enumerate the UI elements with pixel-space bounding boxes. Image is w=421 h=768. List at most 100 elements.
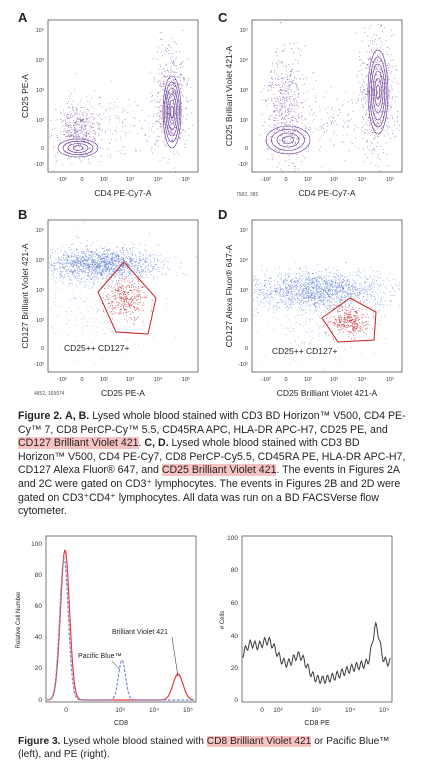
event-dot [371,37,373,39]
event-dot [71,266,73,268]
event-dot [167,69,169,71]
event-dot [94,262,96,264]
event-dot [86,261,87,263]
event-dot [130,260,131,262]
event-dot [113,265,115,266]
event-dot [89,257,90,258]
event-dot [379,277,381,279]
event-dot [296,84,297,86]
event-dot [129,271,130,273]
event-dot [69,111,71,113]
event-dot [111,308,113,309]
event-dot [85,135,87,137]
event-dot [140,298,142,300]
event-dot [131,242,132,244]
event-dot [70,135,71,137]
event-dot [91,255,93,257]
event-dot [317,129,319,131]
event-dot [307,277,309,279]
event-dot [93,273,95,275]
event-dot [72,260,74,262]
event-dot [114,130,116,131]
event-dot [292,99,294,101]
event-dot [353,297,355,299]
event-dot [277,63,278,65]
event-dot [103,262,105,264]
event-dot [76,139,78,140]
event-dot [172,91,174,93]
event-dot [380,79,382,81]
event-dot [187,58,189,60]
event-dot [295,78,297,80]
event-dot [362,62,364,64]
event-dot [124,110,126,111]
event-dot [124,153,126,155]
event-dot [384,83,386,84]
event-dot [136,318,137,320]
event-dot [185,108,187,110]
event-dot [170,87,172,89]
figure-2-plots: A 10⁵ 10⁴ 10³ 10² 0 -10² -10² 0 10² 10³ … [18,10,403,398]
event-dot [158,136,160,137]
panel-c-ylabel: CD25 Brilliant Violet 421-A [224,45,234,146]
event-dot [179,87,181,89]
event-dot [76,235,77,237]
event-dot [315,306,317,308]
event-dot [133,244,135,245]
event-dot [301,122,303,124]
event-dot [87,311,89,312]
event-dot [122,258,124,260]
event-dot [373,148,374,150]
event-dot [359,294,360,296]
event-dot [318,275,320,277]
event-dot [282,82,284,84]
event-dot [111,330,112,332]
event-dot [72,292,74,293]
event-dot [130,302,132,303]
event-dot [174,79,176,81]
event-dot [94,259,96,261]
event-dot [122,257,124,259]
event-dot [114,105,116,107]
event-dot [108,273,110,275]
event-dot [275,107,277,109]
event-dot [307,292,309,294]
event-dot [76,262,78,264]
event-dot [300,287,302,289]
event-dot [76,262,77,263]
ytick: 10² [240,118,248,124]
event-dot [137,283,139,285]
event-dot [105,299,107,300]
event-dot [109,276,110,278]
event-dot [267,148,269,150]
event-dot [71,107,73,109]
event-dot [104,265,106,267]
event-dot [170,125,172,127]
event-dot [367,64,369,66]
event-dot [121,265,123,267]
event-dot [391,97,393,99]
event-dot [109,129,111,131]
event-dot [296,103,298,105]
event-dot [66,125,68,127]
event-dot [84,284,86,285]
event-dot [103,277,105,279]
event-dot [391,87,393,89]
event-dot [375,86,377,88]
event-dot [327,122,328,124]
event-dot [157,113,159,114]
event-dot [138,251,140,253]
event-dot [108,266,110,268]
event-dot [137,247,138,249]
event-dot [152,268,154,270]
event-dot [375,44,377,46]
event-dot [366,293,368,295]
event-dot [307,272,309,274]
event-dot [115,324,117,325]
event-dot [304,125,306,126]
event-dot [285,81,287,83]
event-dot [74,260,76,262]
event-dot [277,309,278,311]
event-dot [112,257,114,259]
event-dot [151,147,153,149]
